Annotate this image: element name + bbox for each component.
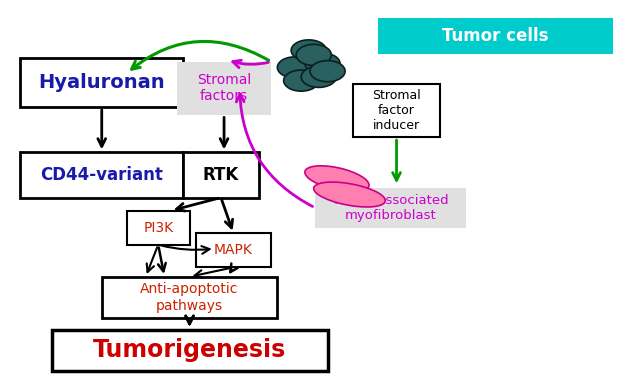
Text: Anti-apoptotic
pathways: Anti-apoptotic pathways <box>140 282 239 313</box>
Circle shape <box>284 70 319 91</box>
Text: Tumor associated
myofibroblast: Tumor associated myofibroblast <box>332 194 449 222</box>
Text: CD44-variant: CD44-variant <box>40 166 163 184</box>
FancyBboxPatch shape <box>196 233 271 268</box>
FancyBboxPatch shape <box>127 211 190 245</box>
Text: Tumor cells: Tumor cells <box>442 27 549 45</box>
Circle shape <box>291 40 326 61</box>
FancyBboxPatch shape <box>353 84 440 137</box>
Circle shape <box>310 61 345 82</box>
FancyBboxPatch shape <box>101 277 277 318</box>
FancyBboxPatch shape <box>20 58 183 107</box>
FancyBboxPatch shape <box>315 188 466 228</box>
Circle shape <box>277 57 312 78</box>
FancyBboxPatch shape <box>183 152 258 198</box>
Circle shape <box>296 44 331 65</box>
Text: PI3K: PI3K <box>143 221 173 235</box>
FancyBboxPatch shape <box>177 62 271 114</box>
Circle shape <box>301 66 336 87</box>
Text: Hyaluronan: Hyaluronan <box>38 73 165 92</box>
Text: RTK: RTK <box>203 166 239 184</box>
Ellipse shape <box>314 182 386 207</box>
Text: Stromal
factors: Stromal factors <box>197 73 251 103</box>
Text: Stromal
factor
inducer: Stromal factor inducer <box>372 89 421 132</box>
FancyBboxPatch shape <box>378 18 613 54</box>
FancyBboxPatch shape <box>20 152 183 198</box>
Circle shape <box>305 53 340 74</box>
Ellipse shape <box>305 166 369 192</box>
Text: MAPK: MAPK <box>214 243 253 257</box>
FancyBboxPatch shape <box>52 329 328 371</box>
Text: Tumorigenesis: Tumorigenesis <box>93 338 286 362</box>
